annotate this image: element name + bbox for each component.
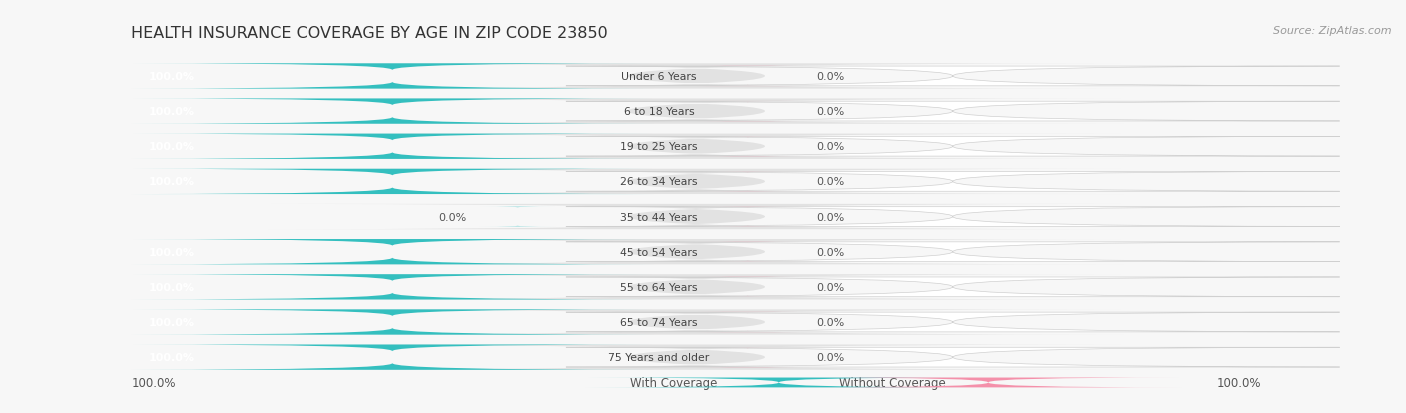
Text: 35 to 44 Years: 35 to 44 Years [620, 212, 697, 222]
FancyBboxPatch shape [269, 134, 1123, 159]
FancyBboxPatch shape [796, 377, 1181, 387]
FancyBboxPatch shape [131, 275, 654, 300]
Text: With Coverage: With Coverage [630, 376, 717, 389]
Text: 45 to 54 Years: 45 to 54 Years [620, 247, 697, 257]
FancyBboxPatch shape [565, 312, 1340, 332]
Text: 65 to 74 Years: 65 to 74 Years [620, 317, 697, 327]
FancyBboxPatch shape [697, 277, 799, 297]
FancyBboxPatch shape [697, 207, 799, 227]
Text: 0.0%: 0.0% [815, 177, 844, 187]
Text: 0.0%: 0.0% [437, 212, 465, 222]
Text: 75 Years and older: 75 Years and older [609, 352, 710, 362]
FancyBboxPatch shape [269, 275, 1123, 300]
Text: 0.0%: 0.0% [815, 282, 844, 292]
FancyBboxPatch shape [565, 207, 1340, 227]
Text: Source: ZipAtlas.com: Source: ZipAtlas.com [1274, 26, 1392, 36]
FancyBboxPatch shape [586, 377, 972, 387]
Text: 100.0%: 100.0% [149, 317, 195, 327]
FancyBboxPatch shape [269, 169, 1123, 195]
Text: 6 to 18 Years: 6 to 18 Years [624, 107, 695, 117]
Text: 100.0%: 100.0% [149, 352, 195, 362]
FancyBboxPatch shape [697, 347, 799, 368]
FancyBboxPatch shape [565, 242, 1340, 262]
FancyBboxPatch shape [697, 312, 799, 332]
FancyBboxPatch shape [269, 64, 1123, 89]
Text: 26 to 34 Years: 26 to 34 Years [620, 177, 697, 187]
FancyBboxPatch shape [565, 137, 1340, 157]
FancyBboxPatch shape [269, 310, 1123, 335]
Text: 0.0%: 0.0% [815, 72, 844, 82]
FancyBboxPatch shape [565, 67, 1340, 87]
Text: 0.0%: 0.0% [815, 212, 844, 222]
Text: 100.0%: 100.0% [149, 177, 195, 187]
Text: 19 to 25 Years: 19 to 25 Years [620, 142, 697, 152]
Text: Without Coverage: Without Coverage [839, 376, 946, 389]
Text: 100.0%: 100.0% [149, 247, 195, 257]
Text: 55 to 64 Years: 55 to 64 Years [620, 282, 697, 292]
FancyBboxPatch shape [131, 310, 654, 335]
FancyBboxPatch shape [565, 172, 1340, 192]
FancyBboxPatch shape [565, 347, 1340, 367]
Text: Under 6 Years: Under 6 Years [621, 72, 696, 82]
Text: 100.0%: 100.0% [149, 107, 195, 117]
Text: 0.0%: 0.0% [815, 317, 844, 327]
FancyBboxPatch shape [131, 99, 654, 124]
FancyBboxPatch shape [697, 137, 799, 157]
FancyBboxPatch shape [131, 134, 654, 159]
Text: 0.0%: 0.0% [815, 352, 844, 362]
FancyBboxPatch shape [269, 99, 1123, 124]
FancyBboxPatch shape [269, 345, 1123, 370]
Text: 100.0%: 100.0% [131, 376, 176, 389]
Text: 0.0%: 0.0% [815, 142, 844, 152]
FancyBboxPatch shape [697, 102, 799, 122]
FancyBboxPatch shape [697, 242, 799, 262]
FancyBboxPatch shape [269, 204, 1123, 230]
FancyBboxPatch shape [565, 277, 1340, 297]
Text: 0.0%: 0.0% [815, 247, 844, 257]
FancyBboxPatch shape [479, 207, 555, 227]
FancyBboxPatch shape [131, 345, 654, 370]
FancyBboxPatch shape [131, 64, 654, 89]
FancyBboxPatch shape [697, 172, 799, 192]
Text: 0.0%: 0.0% [815, 107, 844, 117]
Text: HEALTH INSURANCE COVERAGE BY AGE IN ZIP CODE 23850: HEALTH INSURANCE COVERAGE BY AGE IN ZIP … [131, 26, 607, 41]
Text: 100.0%: 100.0% [149, 282, 195, 292]
Text: 100.0%: 100.0% [1216, 376, 1261, 389]
FancyBboxPatch shape [131, 169, 654, 195]
FancyBboxPatch shape [131, 240, 654, 265]
FancyBboxPatch shape [269, 240, 1123, 265]
Text: 100.0%: 100.0% [149, 72, 195, 82]
Text: 100.0%: 100.0% [149, 142, 195, 152]
FancyBboxPatch shape [565, 102, 1340, 122]
FancyBboxPatch shape [697, 66, 799, 87]
